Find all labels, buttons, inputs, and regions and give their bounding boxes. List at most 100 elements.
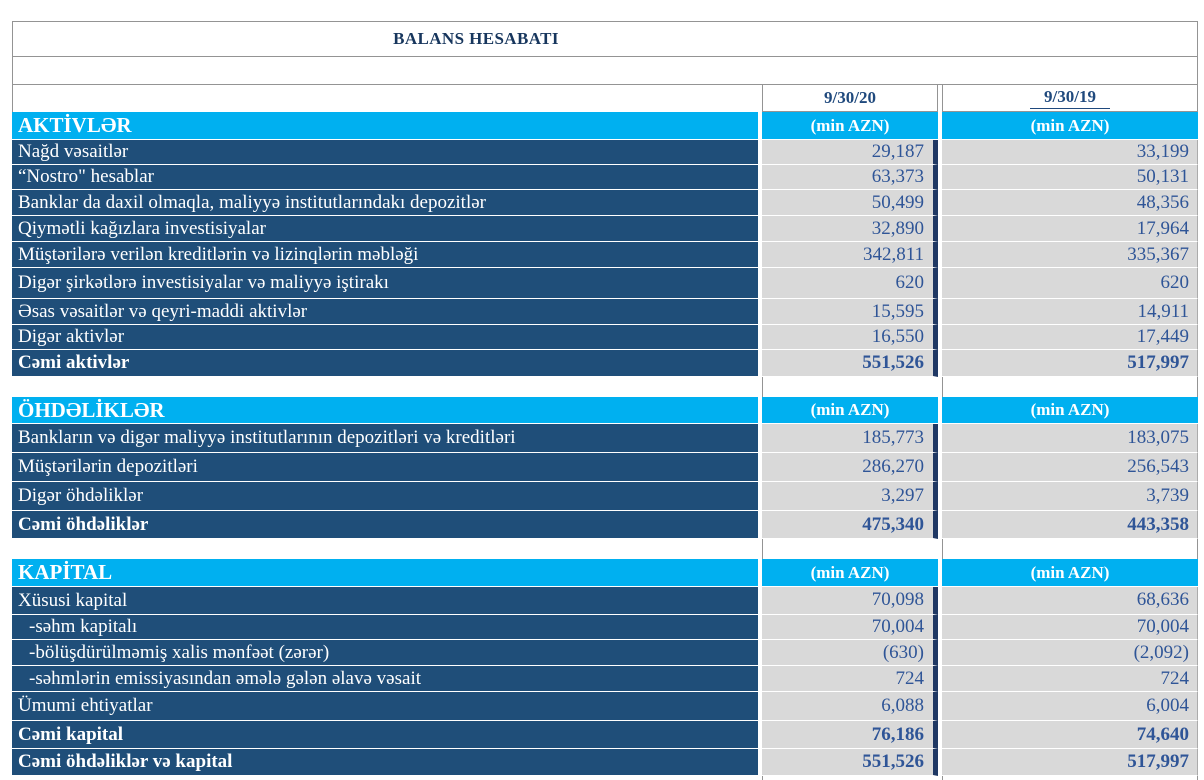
section-header-aktivler: AKTİVLƏR (min AZN) (min AZN) <box>12 112 1198 140</box>
unit-label-2020: (min AZN) <box>762 397 938 424</box>
section-spacer <box>12 539 1198 559</box>
row-label: Banklar da daxil olmaqla, maliyyə instit… <box>12 190 758 216</box>
value-2019: (2,092) <box>942 640 1198 666</box>
table-row: Əsas vəsaitlər və qeyri-maddi aktivlər 1… <box>12 299 1198 325</box>
unit-label-2019: (min AZN) <box>942 397 1198 424</box>
row-label: Nağd vəsaitlər <box>12 140 758 165</box>
table-row: -səhm kapitalı 70,004 70,004 <box>12 615 1198 640</box>
value-2019: 14,911 <box>942 299 1198 325</box>
value-2019: 443,358 <box>942 511 1198 539</box>
bottom-spacer <box>12 776 1198 780</box>
value-2019: 335,367 <box>942 242 1198 268</box>
total-row-kapital: Cəmi kapital 76,186 74,640 <box>12 721 1198 749</box>
table-row: Bankların və digər maliyyə institutların… <box>12 424 1198 453</box>
value-2019: 74,640 <box>942 721 1198 749</box>
row-label: Digər aktivlər <box>12 325 758 350</box>
table-row: Müştərilərə verilən kreditlərin və lizin… <box>12 242 1198 268</box>
value-2019: 3,739 <box>942 482 1198 511</box>
row-label: Ümumi ehtiyatlar <box>12 692 758 721</box>
section-title: KAPİTAL <box>12 559 758 587</box>
row-label: Xüsusi kapital <box>12 587 758 615</box>
table-row: -bölüşdürülməmiş xalis mənfəət (zərər) (… <box>12 640 1198 666</box>
section-spacer <box>12 377 1198 397</box>
row-label: Digər öhdəliklər <box>12 482 758 511</box>
unit-label-2019: (min AZN) <box>942 559 1198 587</box>
value-2019: 724 <box>942 666 1198 692</box>
value-2020: 15,595 <box>762 299 938 325</box>
table-row: Xüsusi kapital 70,098 68,636 <box>12 587 1198 615</box>
table-row: Ümumi ehtiyatlar 6,088 6,004 <box>12 692 1198 721</box>
row-label: -bölüşdürülməmiş xalis mənfəət (zərər) <box>12 640 758 666</box>
date-header-row: 9/30/20 9/30/19 <box>12 85 1198 112</box>
value-2020: 724 <box>762 666 938 692</box>
value-2020: 342,811 <box>762 242 938 268</box>
row-label: Digər şirkətlərə investisiyalar və maliy… <box>12 268 758 299</box>
unit-label-2019: (min AZN) <box>942 112 1198 140</box>
column-header-2020: 9/30/20 <box>762 85 938 112</box>
row-label: Cəmi aktivlər <box>12 350 758 377</box>
value-2019: 6,004 <box>942 692 1198 721</box>
date-header-spacer <box>12 85 758 112</box>
row-label: Cəmi öhdəliklər və kapital <box>12 749 758 776</box>
table-row: Digər öhdəliklər 3,297 3,739 <box>12 482 1198 511</box>
row-label: Bankların və digər maliyyə institutların… <box>12 424 758 453</box>
total-row-aktivler: Cəmi aktivlər 551,526 517,997 <box>12 350 1198 377</box>
value-2020: 185,773 <box>762 424 938 453</box>
value-2020: 70,098 <box>762 587 938 615</box>
table-row: Qiymətli kağızlara investisiyalar 32,890… <box>12 216 1198 242</box>
value-2020: 70,004 <box>762 615 938 640</box>
value-2020: 29,187 <box>762 140 938 165</box>
value-2020: 50,499 <box>762 190 938 216</box>
value-2020: 286,270 <box>762 453 938 482</box>
section-header-ohdelikler: ÖHDƏLİKLƏR (min AZN) (min AZN) <box>12 397 1198 424</box>
table-row: Digər şirkətlərə investisiyalar və maliy… <box>12 268 1198 299</box>
value-2020: (630) <box>762 640 938 666</box>
value-2020: 551,526 <box>762 350 938 377</box>
value-2020: 63,373 <box>762 165 938 190</box>
row-label: -səhm kapitalı <box>12 615 758 640</box>
value-2020: 551,526 <box>762 749 938 776</box>
table-row: “Nostro" hesablar 63,373 50,131 <box>12 165 1198 190</box>
value-2019: 256,543 <box>942 453 1198 482</box>
section-title: ÖHDƏLİKLƏR <box>12 397 758 424</box>
value-2020: 32,890 <box>762 216 938 242</box>
value-2019: 620 <box>942 268 1198 299</box>
section-title: AKTİVLƏR <box>12 112 758 140</box>
section-header-kapital: KAPİTAL (min AZN) (min AZN) <box>12 559 1198 587</box>
row-label: Cəmi öhdəliklər <box>12 511 758 539</box>
value-2020: 76,186 <box>762 721 938 749</box>
title-row: BALANS HESABATI <box>12 21 1198 57</box>
unit-label-2020: (min AZN) <box>762 559 938 587</box>
blank-row <box>12 57 1198 85</box>
table-row: Nağd vəsaitlər 29,187 33,199 <box>12 140 1198 165</box>
unit-label-2020: (min AZN) <box>762 112 938 140</box>
row-label: Əsas vəsaitlər və qeyri-maddi aktivlər <box>12 299 758 325</box>
value-2020: 6,088 <box>762 692 938 721</box>
row-label: Qiymətli kağızlara investisiyalar <box>12 216 758 242</box>
total-row-ohdelikler: Cəmi öhdəliklər 475,340 443,358 <box>12 511 1198 539</box>
row-label: Müştərilərin depozitləri <box>12 453 758 482</box>
value-2019: 68,636 <box>942 587 1198 615</box>
value-2019: 17,964 <box>942 216 1198 242</box>
date-2019: 9/30/19 <box>1030 87 1110 109</box>
row-label: “Nostro" hesablar <box>12 165 758 190</box>
value-2019: 183,075 <box>942 424 1198 453</box>
value-2020: 3,297 <box>762 482 938 511</box>
value-2019: 517,997 <box>942 749 1198 776</box>
date-2020: 9/30/20 <box>824 88 876 107</box>
row-label: -səhmlərin emissiyasından əmələ gələn əl… <box>12 666 758 692</box>
value-2019: 17,449 <box>942 325 1198 350</box>
value-2019: 517,997 <box>942 350 1198 377</box>
row-label: Cəmi kapital <box>12 721 758 749</box>
table-row: Banklar da daxil olmaqla, maliyyə instit… <box>12 190 1198 216</box>
column-header-2019: 9/30/19 <box>942 85 1198 112</box>
value-2020: 475,340 <box>762 511 938 539</box>
row-label: Müştərilərə verilən kreditlərin və lizin… <box>12 242 758 268</box>
value-2020: 620 <box>762 268 938 299</box>
report-title: BALANS HESABATI <box>393 29 559 48</box>
value-2019: 70,004 <box>942 615 1198 640</box>
balance-sheet: BALANS HESABATI 9/30/20 9/30/19 AKTİVLƏR… <box>12 21 1198 780</box>
value-2019: 50,131 <box>942 165 1198 190</box>
total-row-ohdelikler-ve-kapital: Cəmi öhdəliklər və kapital 551,526 517,9… <box>12 749 1198 776</box>
value-2020: 16,550 <box>762 325 938 350</box>
